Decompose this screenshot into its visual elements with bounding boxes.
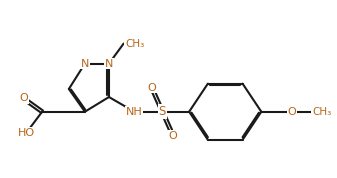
- Text: NH: NH: [126, 107, 143, 117]
- Text: N: N: [105, 59, 113, 69]
- Text: HO: HO: [18, 128, 35, 138]
- Text: CH₃: CH₃: [312, 107, 331, 117]
- Text: O: O: [147, 83, 156, 93]
- Text: N: N: [81, 59, 89, 69]
- Text: O: O: [19, 93, 28, 103]
- Text: O: O: [288, 107, 297, 117]
- Text: CH₃: CH₃: [125, 39, 144, 49]
- Text: S: S: [159, 105, 166, 118]
- Text: O: O: [169, 131, 178, 141]
